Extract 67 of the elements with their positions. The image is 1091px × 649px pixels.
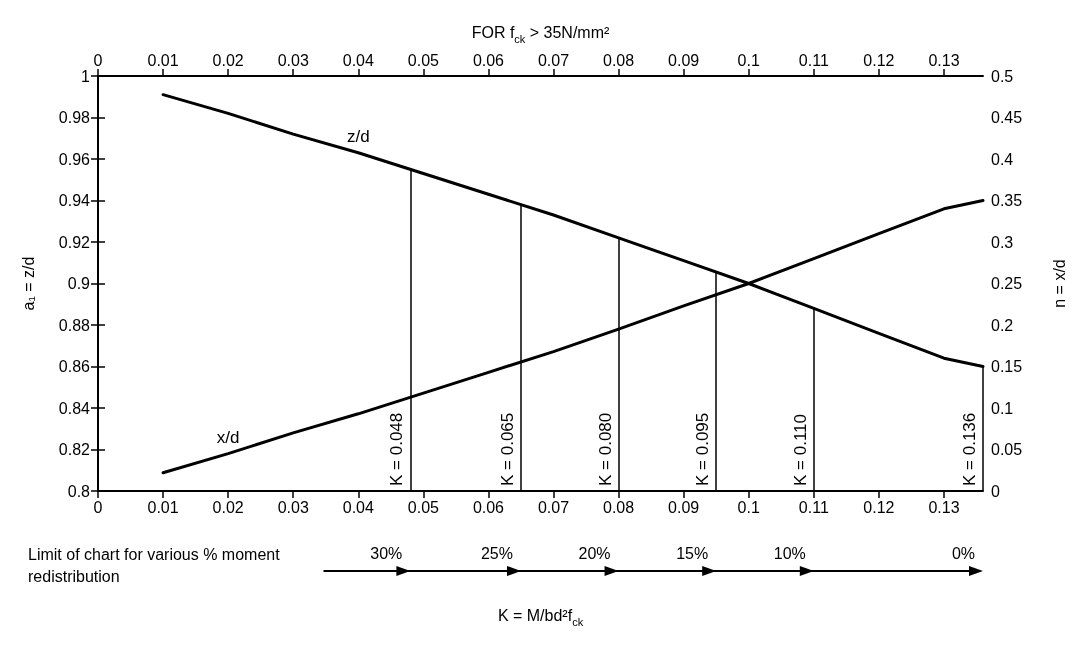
x2-tick-label: 0.12 <box>863 51 895 69</box>
x2-tick-label: 0.04 <box>342 51 374 69</box>
y-tick-label: 0.86 <box>58 358 91 375</box>
ref-line-label: K = 0.065 <box>497 412 517 486</box>
ref-line-label: K = 0.095 <box>693 412 713 486</box>
x2-tick-label: 0.06 <box>472 51 505 69</box>
x-tick-label: 0.08 <box>603 498 635 516</box>
x2-tick-label: 0.11 <box>798 51 829 69</box>
y-tick-label: 0.82 <box>58 441 91 458</box>
x2-tick-label: 0.01 <box>147 51 179 69</box>
y2-tick-label: 0 <box>991 482 1000 500</box>
y2-tick-label: 0.05 <box>991 441 1023 458</box>
y-tick-label: 0.8 <box>67 482 91 500</box>
x-tick-label: 0.07 <box>537 498 570 516</box>
y-tick-label: 0.92 <box>58 233 91 251</box>
ref-line-label: K = 0.048 <box>387 412 407 486</box>
y2-tick-label: 0.5 <box>991 67 1014 85</box>
x2-tick-label: 0.03 <box>277 51 309 69</box>
y-tick-label: 0.98 <box>58 109 91 126</box>
y-tick-label: 0.88 <box>58 316 91 334</box>
x2-tick-label: 0.07 <box>537 51 570 69</box>
x-tick-label: 0.1 <box>737 498 760 516</box>
ref-line-label: K = 0.080 <box>595 412 615 486</box>
y-tick-label: 0.94 <box>58 192 91 209</box>
y-tick-label: 0.96 <box>58 150 91 168</box>
x-tick-label: 0.02 <box>212 498 244 516</box>
text: 30% <box>370 544 403 562</box>
x-tick-label: 0 <box>93 498 103 516</box>
x2-tick-label: 0.09 <box>668 51 700 69</box>
x2-tick-label: 0 <box>93 51 103 69</box>
x-tick-label: 0.12 <box>863 498 895 516</box>
text: Limit of chart for various % moment redistribution <box>28 545 285 585</box>
ref-line-label: K = 0.136 <box>960 412 979 486</box>
x-tick-label: 0.03 <box>277 498 309 516</box>
x-tick-label: 0.13 <box>928 498 960 516</box>
x2-tick-label: 0.08 <box>603 51 635 69</box>
x2-tick-label: 0.02 <box>212 51 244 69</box>
x-tick-label: 0.06 <box>472 498 505 516</box>
x2-tick-label: 0.1 <box>737 51 760 69</box>
ref-line-label: K = 0.110 <box>790 414 810 486</box>
y2-tick-label: 0.1 <box>991 399 1014 417</box>
text: 20% <box>578 544 611 562</box>
x-tick-label: 0.11 <box>798 498 829 516</box>
y-tick-label: 0.9 <box>67 275 91 292</box>
x-tick-label: 0.04 <box>342 498 374 516</box>
x-tick-label: 0.05 <box>407 498 440 516</box>
y-tick-label: 0.84 <box>58 399 91 417</box>
y2-tick-label: 0.35 <box>991 192 1023 209</box>
y2-tick-label: 0.45 <box>991 109 1023 126</box>
text: 25% <box>480 544 513 562</box>
y2-tick-label: 0.3 <box>991 233 1014 251</box>
y2-tick-label: 0.2 <box>991 316 1014 334</box>
x-tick-label: 0.09 <box>668 498 700 516</box>
x2-tick-label: 0.13 <box>928 51 960 69</box>
y-axis-title: a₁ = z/d <box>19 256 37 311</box>
x2-tick-label: 0.05 <box>407 51 440 69</box>
text: 15% <box>676 544 709 562</box>
series-label: z/d <box>346 126 370 146</box>
y-tick-label: 1 <box>81 67 91 85</box>
x-tick-label: 0.01 <box>147 498 179 516</box>
y2-tick-label: 0.15 <box>991 358 1023 375</box>
y2-tick-label: 0.4 <box>991 150 1014 168</box>
y2-axis-title: n = x/d <box>1050 259 1068 308</box>
series-label: x/d <box>216 427 240 447</box>
text: 10% <box>773 544 806 562</box>
y2-tick-label: 0.25 <box>991 275 1023 292</box>
text: 0% <box>951 544 975 562</box>
